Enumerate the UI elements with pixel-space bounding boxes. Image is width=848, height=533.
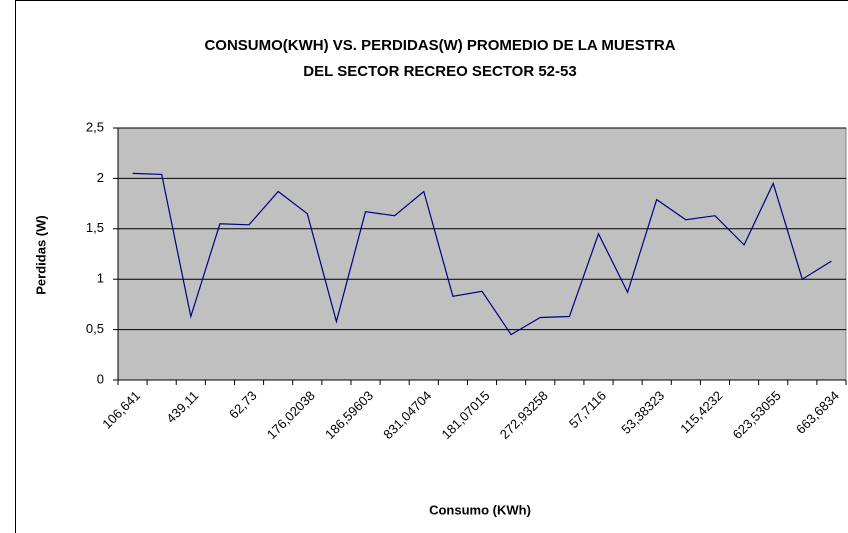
- x-axis-title: Consumo (KWh): [429, 502, 531, 517]
- y-axis-title: Perdidas (W): [33, 215, 48, 294]
- y-tick-label: 0,5: [86, 321, 104, 336]
- y-tick-label: 2,5: [86, 119, 104, 134]
- y-tick-label: 2: [97, 170, 104, 185]
- chart-title: DEL SECTOR RECREO SECTOR 52-53: [303, 63, 576, 80]
- y-tick-label: 0: [97, 371, 104, 386]
- plot-area: [117, 127, 847, 381]
- y-tick-label: 1,5: [86, 220, 104, 235]
- y-tick-label: 1: [97, 271, 104, 286]
- chart-title: CONSUMO(KWH) VS. PERDIDAS(W) PROMEDIO DE…: [204, 37, 675, 54]
- line-series: [132, 172, 832, 336]
